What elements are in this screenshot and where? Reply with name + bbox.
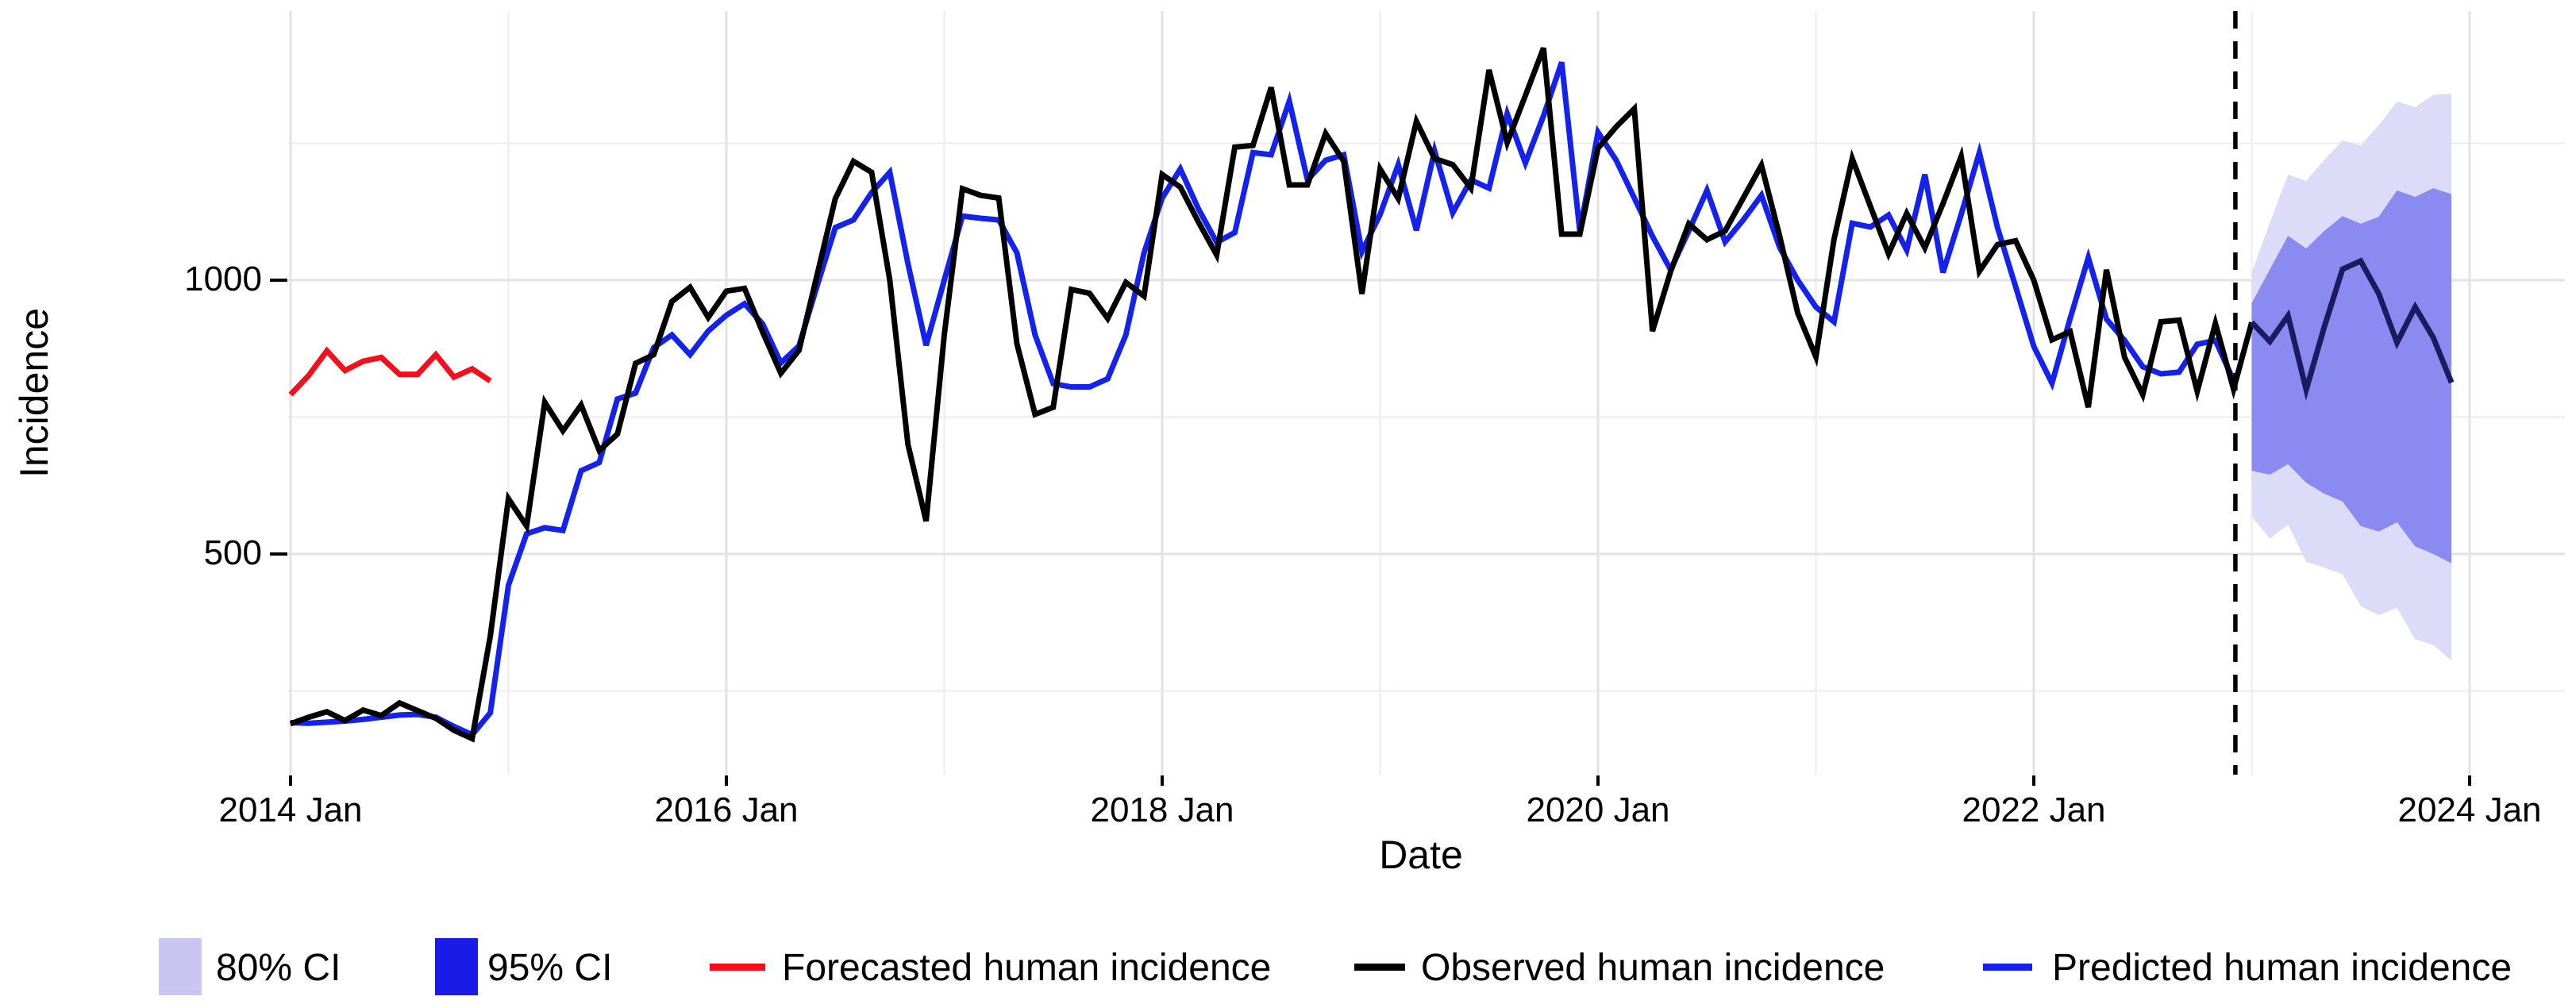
- ci-band-80: [2251, 188, 2452, 564]
- observed-line: [289, 47, 2254, 743]
- y-tick-label: 1000: [184, 260, 262, 298]
- x-tick-label: 2016 Jan: [654, 791, 799, 829]
- x-tick-label: 2018 Jan: [1090, 791, 1234, 829]
- x-tick-label: 2020 Jan: [1526, 791, 1670, 829]
- x-axis-title: Date: [1379, 833, 1463, 877]
- x-tick-label: 2024 Jan: [2397, 791, 2542, 829]
- y-tick-label: 500: [203, 533, 262, 572]
- x-tick-label: 2014 Jan: [218, 791, 363, 829]
- predicted-line: [290, 61, 2236, 738]
- forecast-line: [288, 346, 492, 397]
- observed-line-forecast-window: [2249, 257, 2455, 401]
- x-tick-label: 2022 Jan: [1962, 791, 2106, 829]
- y-axis-title: Incidence: [12, 307, 56, 479]
